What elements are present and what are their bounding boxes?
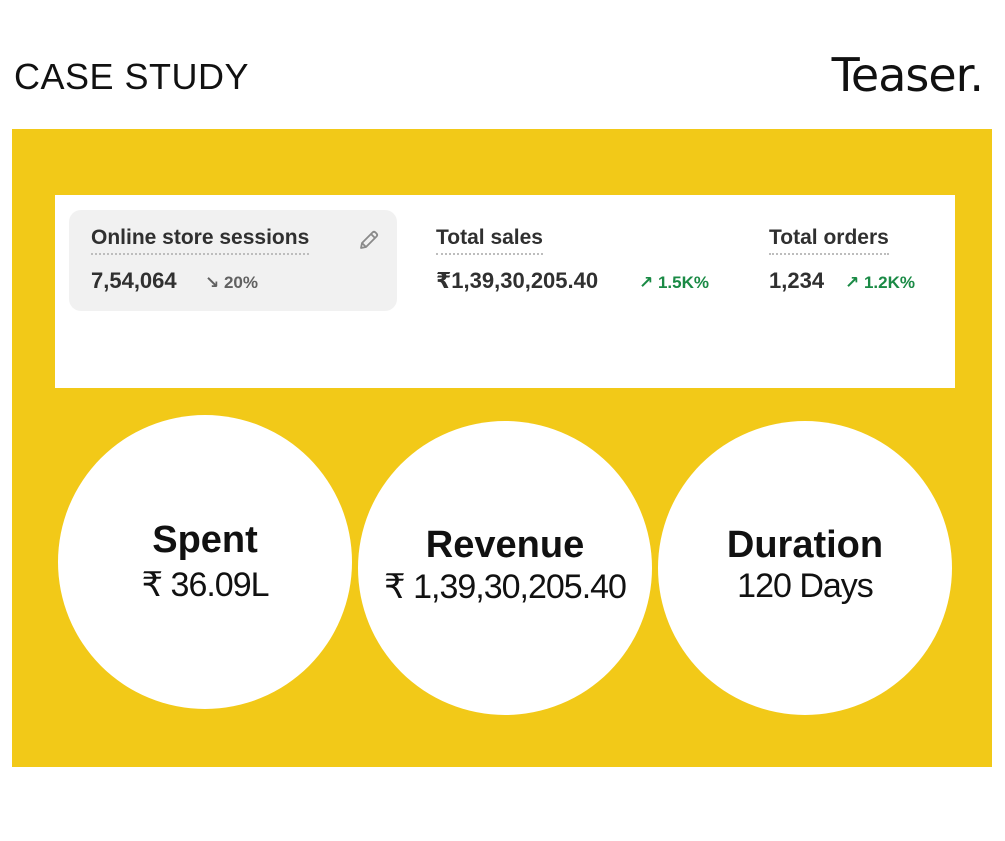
metric-label: Total orders xyxy=(769,226,889,255)
metric-change-down: ↘ 20% xyxy=(205,273,258,292)
brand-logo: Teaser. xyxy=(831,48,984,102)
duration-circle: Duration 120 Days xyxy=(658,421,952,715)
pencil-icon[interactable] xyxy=(357,228,381,252)
spent-title: Spent xyxy=(152,519,258,561)
metric-change-up: ↗ 1.2K% xyxy=(845,273,915,292)
spent-circle: Spent ₹ 36.09L xyxy=(58,415,352,709)
metric-total-orders[interactable]: Total orders 1,234 ↗ 1.2K% xyxy=(735,210,935,311)
metric-value: ₹1,39,30,205.40 xyxy=(436,268,599,293)
duration-title: Duration xyxy=(726,524,884,566)
metric-label: Total sales xyxy=(436,226,543,255)
page-title: CASE STUDY xyxy=(14,56,250,97)
spent-value: ₹ 36.09L xyxy=(141,566,269,604)
metric-label: Online store sessions xyxy=(91,226,310,255)
metric-change-up: ↗ 1.5K% xyxy=(639,273,709,292)
revenue-circle: Revenue ₹ 1,39,30,205.40 xyxy=(358,421,652,715)
results-panel: Online store sessions 7,54,064 ↘ 20% Tot… xyxy=(12,129,992,767)
metric-online-store-sessions[interactable]: Online store sessions 7,54,064 ↘ 20% xyxy=(69,210,397,311)
revenue-title: Revenue xyxy=(425,524,585,566)
analytics-metrics-card: Online store sessions 7,54,064 ↘ 20% Tot… xyxy=(55,195,955,388)
duration-value: 120 Days xyxy=(737,567,874,605)
metric-value: 1,234 xyxy=(769,268,825,293)
revenue-value: ₹ 1,39,30,205.40 xyxy=(384,568,627,606)
metric-total-sales[interactable]: Total sales ₹1,39,30,205.40 ↗ 1.5K% xyxy=(402,210,709,311)
metric-value: 7,54,064 xyxy=(91,268,177,293)
